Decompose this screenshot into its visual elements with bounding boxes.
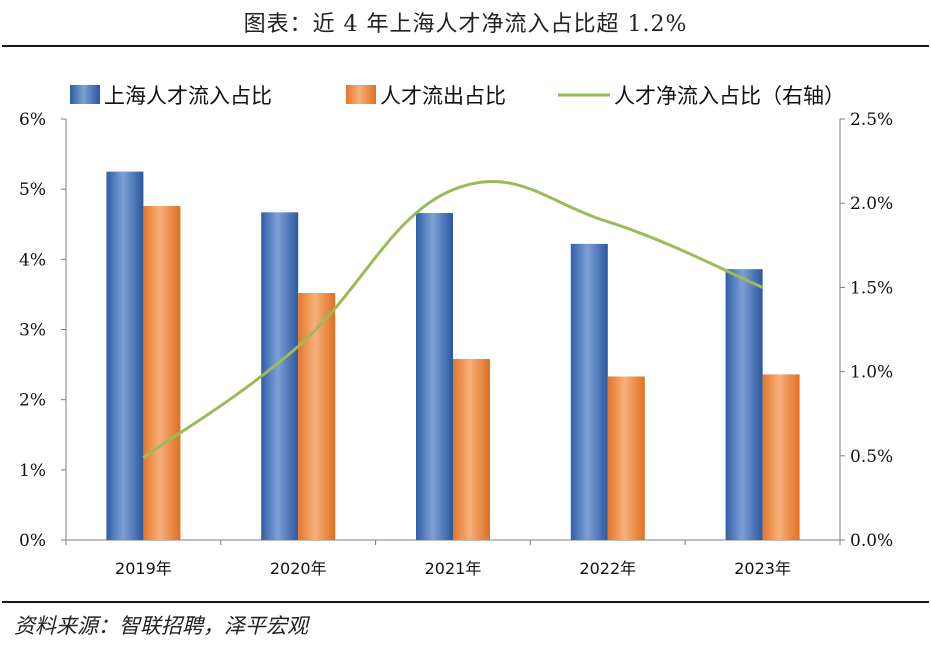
left-tick-label: 6% [19,110,46,130]
left-tick-label: 0% [19,531,46,551]
right-tick-label: 1.5% [850,278,893,298]
x-tick-label: 2023年 [734,559,791,578]
top-rule [2,45,929,47]
net-line-group [142,180,764,459]
axes: 0% 1% 2% 3% 4% 5% 6% 0.0% 0.5% 1.0% 1.5% 2.0% 2.5% 20… [19,110,893,578]
legend: 上海人才流入占比 人才流出占比 人才净流入占比（右轴） [70,84,845,108]
left-tick-label: 5% [19,180,46,200]
inflow-bar [106,171,144,540]
x-tick-label: 2021年 [425,559,482,578]
right-tick-label: 2.0% [850,194,893,214]
inflow-bar [416,213,453,541]
outflow-bar [453,358,490,540]
x-tick-label: 2019年 [115,559,172,578]
net-inflow-line [142,180,764,459]
source-note: 资料来源：智联招聘，泽平宏观 [14,614,308,638]
outflow-bar [607,376,645,540]
inflow-bar [725,269,763,540]
bottom-rule [2,601,929,603]
right-tick-label: 2.5% [850,110,893,130]
chart-area: 上海人才流入占比 人才流出占比 人才净流入占比（右轴） 0% 1% 2% 3% 4% 5%… [19,84,893,578]
outflow-bar [298,293,336,540]
outflow-bar [143,206,181,541]
left-tick-label: 2% [19,391,46,411]
legend-outflow-label: 人才流出占比 [380,84,506,108]
x-tick-label: 2022年 [579,559,636,578]
legend-outflow-swatch [346,85,376,104]
legend-net-label: 人才净流入占比（右轴） [614,84,845,108]
right-tick-label: 0.0% [850,531,893,551]
inflow-bar [261,212,299,541]
legend-inflow-swatch [70,85,100,104]
legend-inflow-label: 上海人才流入占比 [104,84,272,108]
x-tick-label: 2020年 [270,559,327,578]
chart-title: 图表：近 4 年上海人才净流入占比超 1.2% [243,12,688,37]
outflow-bar [762,374,800,540]
right-tick-label: 1.0% [850,363,893,383]
inflow-bar [570,243,608,540]
left-tick-label: 1% [19,461,46,481]
left-tick-label: 4% [19,250,46,270]
bars [106,171,800,541]
right-tick-label: 0.5% [850,447,893,467]
left-tick-label: 3% [19,321,46,341]
